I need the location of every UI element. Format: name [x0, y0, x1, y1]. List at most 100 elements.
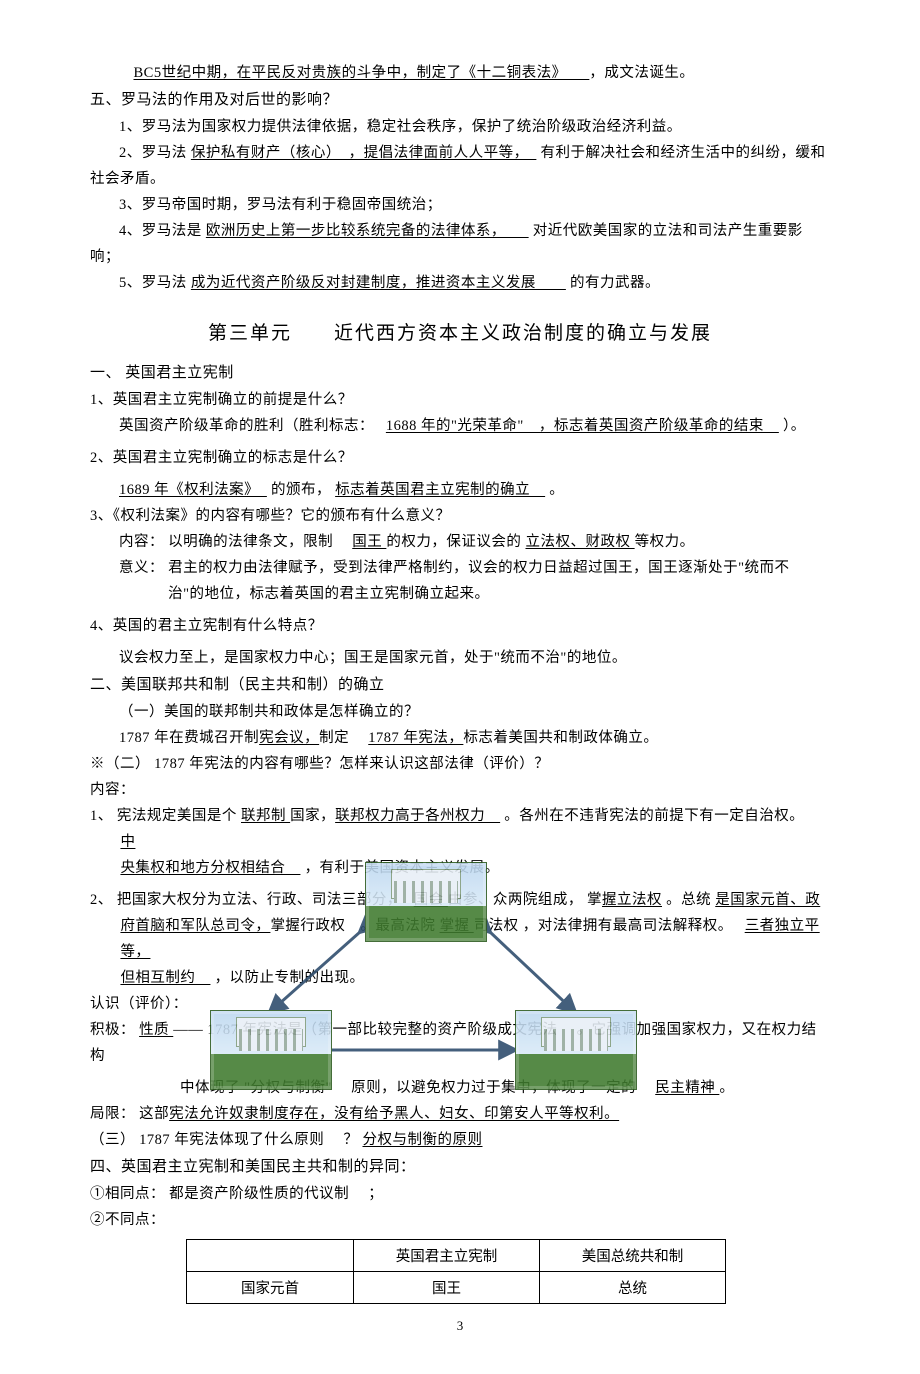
text: 积极：	[90, 1022, 139, 1038]
underline-text: 立法权、财政权	[526, 534, 635, 550]
underline-text: 1688 年的"光荣革命" ，标志着英国资产阶级革命的结束	[386, 418, 779, 434]
body-text: ②不同点：	[90, 1207, 830, 1233]
page-number: 3	[90, 1318, 830, 1334]
underline-text: 成为近代资产阶级反对封建制度，推进资本主义发展	[191, 275, 566, 291]
text: 有利于解决社会和经济生活中的纠纷，缓和	[536, 145, 825, 161]
underline-text: 宪法允许奴隶制度存在，没有给予黑人、妇女、印第安人平等权利。	[169, 1106, 619, 1122]
text: 4、罗马法是	[119, 223, 206, 239]
body-text: 1、 宪法规定美国是个 联邦制 国家，联邦权力高于各州权力 。各州在不违背宪法的…	[90, 803, 830, 855]
section-heading: 五、罗马法的作用及对后世的影响？	[90, 86, 830, 114]
document-page: BC5世纪中期，在平民反对贵族的斗争中，制定了《十二铜表法》 ，成文法诞生。 五…	[0, 0, 920, 1374]
underline-text: 性质	[139, 1022, 173, 1038]
body-text: 府首脑和军队总司令，掌握行政权 。最高法院 掌握 司法权 ，对法律拥有最高司法解…	[90, 913, 830, 965]
body-text: BC5世纪中期，在平民反对贵族的斗争中，制定了《十二铜表法》 ，成文法诞生。	[90, 60, 830, 86]
text: 内容： 以明确的法律条文，限制	[119, 534, 352, 550]
text: 1、 宪法规定美国是个	[90, 808, 241, 824]
text: 。总统	[662, 892, 715, 908]
text: ）。	[779, 418, 806, 434]
text: 英国资产阶级革命的胜利（胜利标志：	[119, 418, 386, 434]
underline-text: 国王	[352, 534, 386, 550]
answer: 内容： 以明确的法律条文，限制 国王 的权力，保证议会的 立法权、财政权 等权力…	[90, 529, 830, 555]
text: 1787 年在费城召开制	[119, 730, 259, 746]
text: 的颁布，	[267, 482, 335, 498]
body-text: （三） 1787 年宪法体现了什么原则 ？ 分权与制衡的原则	[90, 1127, 830, 1153]
underline-text: 央集权和地方分权相结合	[120, 860, 300, 876]
text: 中体现了 "分权与制衡" 原则，以避免权力过于集中，体现了一定的	[90, 1080, 655, 1096]
underline-text: 联邦权力高于各州权力	[335, 808, 500, 824]
question: 3、《权利法案》的内容有哪些？它的颁布有什么意义？	[90, 503, 830, 529]
body-text: 1、罗马法为国家权力提供法律依据，稳定社会秩序，保护了统治阶级政治经济利益。	[90, 114, 830, 140]
section-heading: 一、 英国君主立宪制	[90, 359, 830, 387]
unit-title: 第三单元 近代西方资本主义政治制度的确立与发展	[90, 318, 830, 345]
table-cell: 国家元首	[187, 1272, 354, 1304]
body-text: 2、 把国家大权分为立法、行政、司法三部分， 国会 由参、众两院组成， 掌握立法…	[90, 887, 830, 913]
body-text: 3、罗马帝国时期，罗马法有利于稳固帝国统治；	[90, 192, 830, 218]
underline-text: 国会	[414, 892, 448, 908]
text: 国家，	[290, 808, 335, 824]
underline-text: 分权与制衡的原则	[363, 1132, 483, 1148]
underline-text: 保护私有财产（核心） ，提倡法律面前人人平等，	[191, 145, 537, 161]
body-text: 5、罗马法 成为近代资产阶级反对封建制度，推进资本主义发展 的有力武器。	[90, 270, 830, 296]
underline-text: 是国家元首、政	[715, 892, 820, 908]
table-header: 美国总统共和制	[540, 1240, 726, 1272]
underline-text: 宪会议，	[259, 730, 319, 746]
text: 2、 把国家大权分为立法、行政、司法三部分，	[90, 892, 414, 908]
table-cell: 总统	[540, 1272, 726, 1304]
label: 认识（评价）：	[90, 991, 830, 1017]
answer: 治"的地位，标志着英国的君主立宪制确立起来。	[90, 581, 830, 607]
table-header: 英国君主立宪制	[354, 1240, 540, 1272]
text: 掌握行政权 。最高法院	[270, 918, 439, 934]
text: 的权力，保证议会的	[386, 534, 525, 550]
question: 4、英国的君主立宪制有什么特点？	[90, 613, 830, 639]
underline-text: 掌握	[440, 918, 474, 934]
underline-text: 标志着英国君主立宪制的确立	[335, 482, 545, 498]
text: 制定	[319, 730, 368, 746]
body-text: 社会矛盾。	[90, 166, 830, 192]
body-text: 中体现了 "分权与制衡" 原则，以避免权力过于集中，体现了一定的 民主精神 。	[90, 1075, 830, 1101]
answer: 意义： 君主的权力由法律赋予，受到法律严格制约，议会的权力日益超过国王，国王逐渐…	[90, 555, 830, 581]
text: ①相同点： 都是资产阶级性质的代议制 ；	[90, 1186, 383, 1202]
body-text: ①相同点： 都是资产阶级性质的代议制 ；	[90, 1181, 830, 1207]
section-heading: 二、美国联邦共和制（民主共和制）的确立	[90, 671, 830, 699]
text: 5、罗马法	[119, 275, 191, 291]
table-row: 国家元首 国王 总统	[187, 1272, 726, 1304]
question: 1、英国君主立宪制确立的前提是什么？	[90, 387, 830, 413]
text: 。	[545, 482, 564, 498]
section-heading: 四、英国君主立宪制和美国民主共和制的异同：	[90, 1153, 830, 1181]
text: 标志着美国共和制政体确立。	[463, 730, 658, 746]
question: 2、英国君主立宪制确立的标志是什么？	[90, 445, 830, 471]
text: 等权力。	[635, 534, 695, 550]
body-text: 但相互制约 ，以防止专制的出现。	[90, 965, 830, 991]
sub-heading: ※（二） 1787 年宪法的内容有哪些？怎样来认识这部法律（评价）？	[90, 751, 830, 777]
table-header	[187, 1240, 354, 1272]
text: 2、罗马法	[119, 145, 191, 161]
text: （三） 1787 年宪法体现了什么原则 ？	[90, 1132, 363, 1148]
underline-text: 民主精神	[655, 1080, 719, 1096]
answer: 1787 年在费城召开制宪会议，制定 1787 年宪法，标志着美国共和制政体确立…	[90, 725, 830, 751]
text: 。各州在不违背宪法的前提下有一定自治权。	[500, 808, 812, 824]
underline-text: 1787 年宪法，	[368, 730, 463, 746]
body-text: 4、罗马法是 欧洲历史上第一步比较系统完备的法律体系， 对近代欧美国家的立法和司…	[90, 218, 830, 270]
underline-text: 但相互制约	[120, 970, 210, 986]
text: 。	[719, 1080, 734, 1096]
text: ，有利于美国资本主义发展。	[300, 860, 499, 876]
label: 内容：	[90, 777, 830, 803]
body-text: 2、罗马法 保护私有财产（核心） ，提倡法律面前人人平等， 有利于解决社会和经济…	[90, 140, 830, 166]
sub-heading: （一）美国的联邦制共和政体是怎样确立的？	[90, 699, 830, 725]
body-text: 局限： 这部宪法允许奴隶制度存在，没有给予黑人、妇女、印第安人平等权利。	[90, 1101, 830, 1127]
table-cell: 国王	[354, 1272, 540, 1304]
underline-text: 中	[120, 834, 135, 850]
underline-text: 府首脑和军队总司令，	[120, 918, 270, 934]
answer: 英国资产阶级革命的胜利（胜利标志： 1688 年的"光荣革命" ，标志着英国资产…	[90, 413, 830, 439]
body-text: 积极： 性质 —— 1787 年宪法是（第一部比较完整的资产阶级成文宪法 。它强…	[90, 1017, 830, 1069]
comparison-table: 英国君主立宪制 美国总统共和制 国家元首 国王 总统	[186, 1239, 726, 1304]
table-row: 英国君主立宪制 美国总统共和制	[187, 1240, 726, 1272]
underline-text: 联邦制	[241, 808, 290, 824]
text: 局限： 这部	[90, 1106, 169, 1122]
answer: 1689 年《权利法案》 的颁布， 标志着英国君主立宪制的确立 。	[90, 477, 830, 503]
underline-text: BC5世纪中期，在平民反对贵族的斗争中，制定了《十二铜表法》	[134, 65, 590, 81]
text: ，以防止专制的出现。	[210, 970, 364, 986]
text: 的有力武器。	[566, 275, 660, 291]
text: —— 1787 年宪法是（第一部比较完整的资产阶级成文宪法	[173, 1022, 572, 1038]
body-text: 央集权和地方分权相结合 ，有利于美国资本主义发展。	[90, 855, 830, 881]
